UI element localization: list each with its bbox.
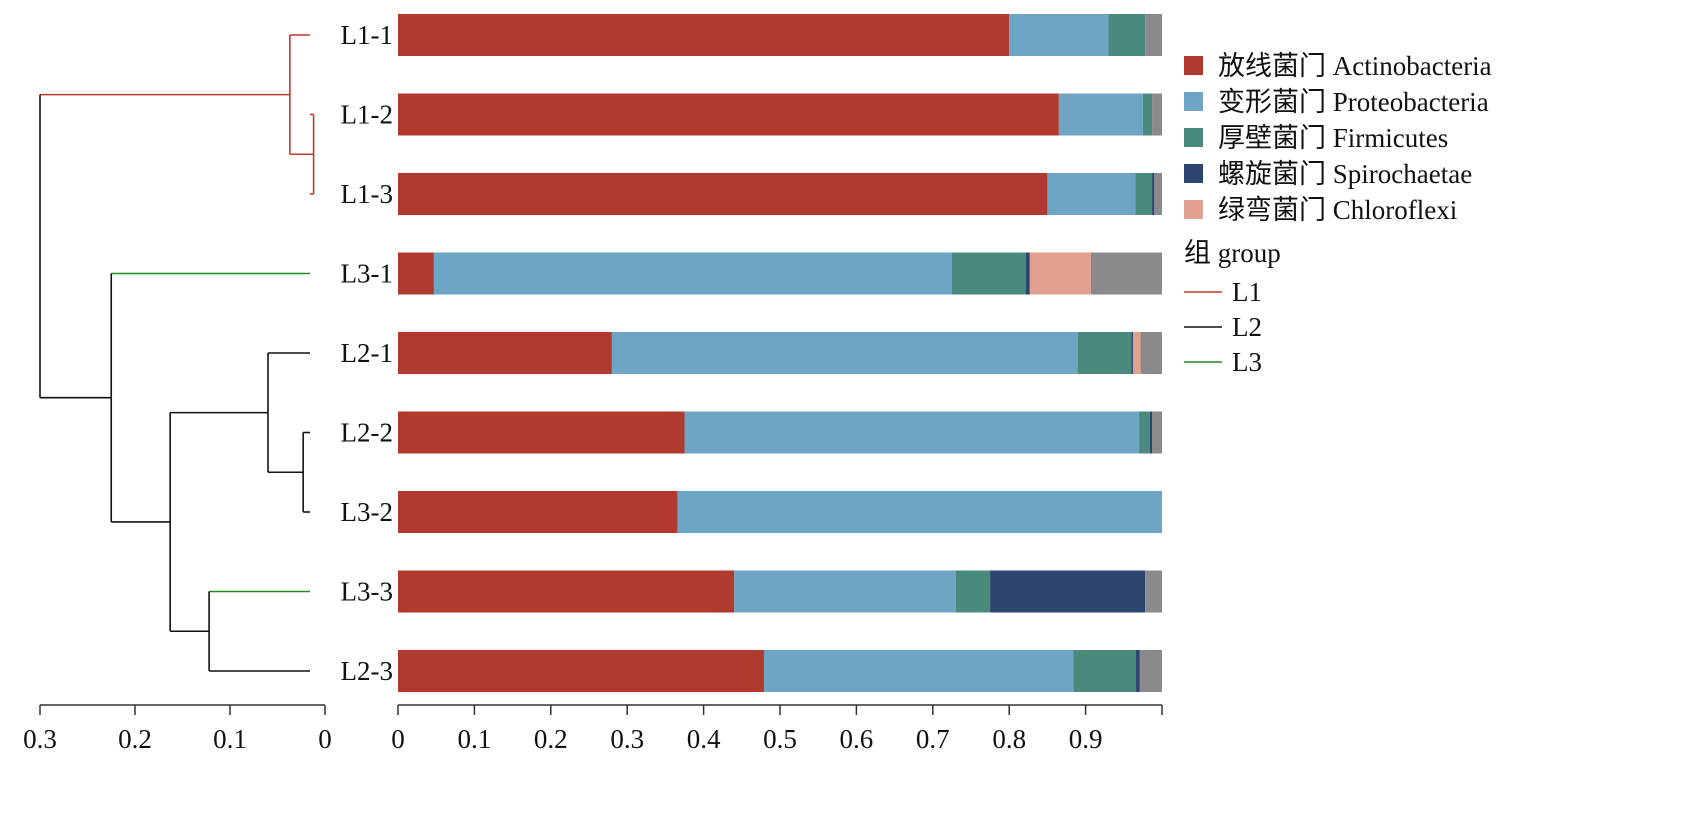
legend-swatch bbox=[1184, 200, 1203, 219]
bar-axis-tick-label: 0.9 bbox=[1069, 724, 1103, 754]
bar-segment-L1-1-series-1 bbox=[1009, 14, 1109, 56]
group-legend: 组 group L1 L2 L3 bbox=[1184, 238, 1281, 377]
bar-axis-tick-label: 0.1 bbox=[458, 724, 492, 754]
bar-segment-L2-3-series-2 bbox=[1073, 650, 1137, 692]
bar-segment-L2-1-series-0 bbox=[398, 332, 612, 374]
sample-label: L3-3 bbox=[341, 577, 393, 607]
group-legend-label: L3 bbox=[1232, 347, 1262, 377]
dendrogram bbox=[39, 34, 315, 672]
bar-segment-L3-1-series-4 bbox=[1029, 252, 1091, 295]
bar-segment-L1-3-series-5 bbox=[1154, 173, 1162, 215]
bar-segment-L3-2-series-0 bbox=[398, 491, 678, 533]
bar-segment-L2-1-series-5 bbox=[1140, 332, 1162, 374]
sample-labels: L1-1 L1-2 L1-3 L3-1 L2-1 L2-2 L3-2 L3-3 L2-3 bbox=[341, 20, 393, 686]
legend: 放线菌门 Actinobacteria 变形菌门 Proteobacteria 厚壁… bbox=[1184, 51, 1492, 225]
legend-label: 厚壁菌门 Firmicutes bbox=[1218, 123, 1448, 153]
bar-segment-L3-2-series-1 bbox=[677, 491, 1162, 533]
bar-segment-L2-1-series-3 bbox=[1131, 332, 1133, 374]
dendrogram-axis-tick-label: 0.2 bbox=[118, 724, 152, 754]
legend-label: 螺旋菌门 Spirochaetae bbox=[1218, 159, 1472, 189]
group-legend-title: 组 group bbox=[1184, 238, 1281, 268]
bar-segment-L1-1-series-5 bbox=[1145, 14, 1162, 56]
bar-segment-L1-3-series-1 bbox=[1047, 173, 1136, 215]
bar-segment-L3-1-series-5 bbox=[1090, 252, 1162, 295]
bar-segment-L1-2-series-2 bbox=[1142, 93, 1153, 136]
bar-segment-L3-3-series-5 bbox=[1145, 570, 1162, 613]
dendrogram-axis: 0.3 0.2 0.1 0 bbox=[23, 704, 332, 754]
bar-segment-L2-2-series-2 bbox=[1139, 411, 1150, 454]
bar-axis-tick-label: 0.3 bbox=[610, 724, 644, 754]
bar-segment-L1-2-series-0 bbox=[398, 93, 1059, 136]
bar-segment-L1-1-series-0 bbox=[398, 14, 1010, 56]
group-legend-label: L1 bbox=[1232, 277, 1262, 307]
bar-axis-tick-label: 0.5 bbox=[763, 724, 797, 754]
legend-swatch bbox=[1184, 56, 1203, 75]
bar-segment-L3-1-series-1 bbox=[433, 252, 952, 295]
sample-label: L3-2 bbox=[341, 497, 393, 527]
bar-axis-tick-label: 0 bbox=[391, 724, 405, 754]
legend-swatch bbox=[1184, 164, 1203, 183]
bar-axis: 0 0.1 0.2 0.3 0.4 0.5 0.6 0.7 0.8 0.9 bbox=[391, 704, 1163, 754]
bar-segment-L3-3-series-2 bbox=[955, 570, 991, 613]
legend-swatch bbox=[1184, 128, 1203, 147]
dendrogram-axis-tick-label: 0.1 bbox=[213, 724, 247, 754]
bar-segment-L1-3-series-2 bbox=[1135, 173, 1153, 215]
bar-segment-L3-3-series-3 bbox=[990, 570, 1146, 613]
sample-label: L1-1 bbox=[341, 20, 393, 50]
bar-segment-L2-3-series-3 bbox=[1136, 650, 1140, 692]
sample-label: L1-2 bbox=[341, 100, 393, 130]
legend-swatch bbox=[1184, 92, 1203, 111]
sample-label: L2-2 bbox=[341, 418, 393, 448]
bar-segment-L2-3-series-1 bbox=[763, 650, 1074, 692]
bar-axis-tick-label: 0.8 bbox=[992, 724, 1026, 754]
group-legend-label: L2 bbox=[1232, 312, 1262, 342]
bar-segment-L2-2-series-0 bbox=[398, 411, 685, 454]
sample-label: L1-3 bbox=[341, 179, 393, 209]
bar-axis-tick-label: 0.2 bbox=[534, 724, 568, 754]
bar-segment-L3-3-series-0 bbox=[398, 570, 735, 613]
sample-label: L2-1 bbox=[341, 338, 393, 368]
legend-label: 放线菌门 Actinobacteria bbox=[1218, 51, 1492, 81]
bar-segment-L2-3-series-0 bbox=[398, 650, 764, 692]
legend-label: 变形菌门 Proteobacteria bbox=[1218, 87, 1489, 117]
bar-segment-L3-1-series-2 bbox=[951, 252, 1027, 295]
bar-segment-L2-3-series-5 bbox=[1139, 650, 1162, 692]
bar-axis-tick-label: 0.6 bbox=[840, 724, 874, 754]
bar-axis-tick-label: 0.4 bbox=[687, 724, 721, 754]
bar-axis-tick-label: 0.7 bbox=[916, 724, 950, 754]
bar-segment-L1-3-series-3 bbox=[1152, 173, 1155, 215]
sample-label: L2-3 bbox=[341, 656, 393, 686]
bar-segment-L2-2-series-1 bbox=[684, 411, 1140, 454]
dendrogram-axis-tick-label: 0.3 bbox=[23, 724, 57, 754]
bar-segment-L3-3-series-1 bbox=[734, 570, 956, 613]
bar-segment-L2-1-series-2 bbox=[1077, 332, 1132, 374]
bar-segment-L1-2-series-1 bbox=[1058, 93, 1143, 136]
bar-segment-L1-3-series-0 bbox=[398, 173, 1048, 215]
bar-segment-L3-1-series-3 bbox=[1026, 252, 1030, 295]
legend-label: 绿弯菌门 Chloroflexi bbox=[1218, 195, 1457, 225]
bar-segment-L3-2-series-5 bbox=[1161, 491, 1162, 533]
bar-segment-L2-1-series-1 bbox=[611, 332, 1078, 374]
bar-segment-L2-1-series-4 bbox=[1132, 332, 1141, 374]
sample-label: L3-1 bbox=[341, 259, 393, 289]
stacked-bars bbox=[398, 14, 1162, 692]
bar-segment-L3-1-series-0 bbox=[398, 252, 434, 295]
bar-segment-L2-2-series-3 bbox=[1149, 411, 1153, 454]
bar-segment-L1-2-series-5 bbox=[1152, 93, 1162, 136]
dendrogram-axis-tick-label: 0 bbox=[318, 724, 332, 754]
bar-segment-L2-2-series-5 bbox=[1152, 411, 1162, 454]
bar-segment-L1-1-series-2 bbox=[1108, 14, 1146, 56]
